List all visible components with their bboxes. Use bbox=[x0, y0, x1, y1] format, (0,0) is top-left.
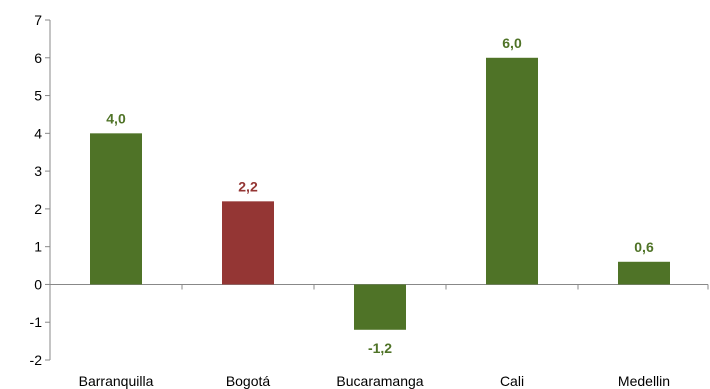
data-labels: 4,0 2,2 -1,2 6,0 0,6 bbox=[106, 35, 654, 356]
y-tick-label: -1 bbox=[30, 314, 43, 330]
bar-barranquilla bbox=[90, 133, 142, 285]
y-tick-label: -2 bbox=[30, 352, 43, 368]
y-tick-label: 2 bbox=[34, 201, 42, 217]
bar-bogotá bbox=[222, 201, 274, 285]
y-tick-label: 0 bbox=[34, 276, 42, 292]
data-label: 4,0 bbox=[106, 110, 126, 126]
y-tick-label: 4 bbox=[34, 125, 42, 141]
category-label: Medellin bbox=[618, 373, 670, 389]
y-tick-label: 5 bbox=[34, 88, 42, 104]
y-tick-label: 6 bbox=[34, 50, 42, 66]
y-tick-label: 1 bbox=[34, 239, 42, 255]
data-label: -1,2 bbox=[368, 340, 392, 356]
category-label: Bogotá bbox=[226, 373, 271, 389]
bars bbox=[90, 57, 670, 330]
category-label: Cali bbox=[500, 373, 524, 389]
data-label: 2,2 bbox=[238, 178, 258, 194]
bar-cali bbox=[486, 57, 538, 285]
category-labels: Barranquilla Bogotá Bucaramanga Cali Medelli… bbox=[79, 373, 670, 389]
y-tick-label: 7 bbox=[34, 12, 42, 28]
data-label: 0,6 bbox=[634, 239, 654, 255]
data-label: 6,0 bbox=[502, 35, 522, 51]
y-axis: -2 -1 0 1 2 3 4 5 6 7 bbox=[30, 12, 51, 368]
y-tick-label: 3 bbox=[34, 163, 42, 179]
category-label: Bucaramanga bbox=[336, 373, 423, 389]
bar-bucaramanga bbox=[354, 284, 406, 330]
bar-medellin bbox=[618, 261, 670, 285]
category-label: Barranquilla bbox=[79, 373, 154, 389]
